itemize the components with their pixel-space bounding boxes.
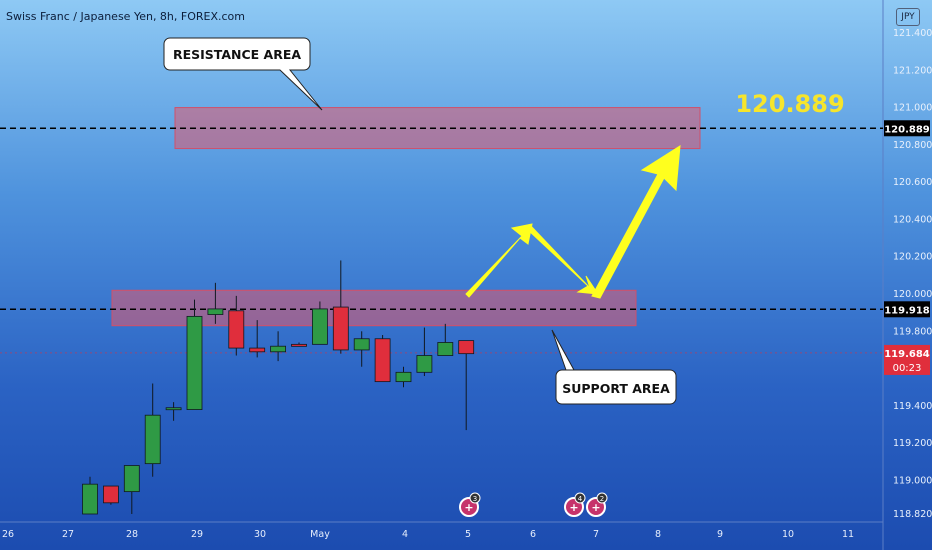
candle-body bbox=[395, 371, 412, 383]
candle-body bbox=[374, 338, 391, 383]
x-tick-label: 7 bbox=[593, 529, 599, 540]
candle-body bbox=[270, 345, 287, 353]
candle-body bbox=[186, 315, 203, 410]
candle-body bbox=[144, 414, 161, 465]
candle-body bbox=[82, 483, 98, 515]
y-tick-label: 120.800 bbox=[893, 140, 932, 151]
resistance-callout bbox=[163, 37, 323, 111]
candle-body bbox=[437, 342, 454, 356]
x-tick-label: 8 bbox=[655, 529, 661, 540]
projection-arrow-up-2 bbox=[591, 145, 681, 299]
countdown-label: 00:23 bbox=[893, 363, 922, 374]
support-callout bbox=[551, 329, 677, 405]
event-marker-plus: + bbox=[569, 501, 578, 514]
y-tick-label: 120.200 bbox=[893, 252, 932, 263]
y-tick-label: 119.800 bbox=[893, 326, 932, 337]
x-tick-label: 11 bbox=[842, 529, 854, 540]
x-tick-label: 5 bbox=[465, 529, 471, 540]
support-zone bbox=[111, 289, 637, 327]
x-tick-label: May bbox=[310, 529, 330, 540]
price-level-tag bbox=[884, 120, 930, 137]
currency-badge[interactable]: JPY bbox=[896, 8, 920, 26]
x-tick-label: 30 bbox=[254, 529, 266, 540]
current-price-label: 119.684 bbox=[884, 349, 930, 360]
projection-arrow-up-1 bbox=[465, 223, 533, 298]
y-tick-label: 118.820 bbox=[893, 509, 932, 520]
price-level-label: 119.918 bbox=[884, 305, 930, 316]
resistance-callout-label: RESISTANCE AREA bbox=[173, 47, 301, 62]
y-tick-label: 119.000 bbox=[893, 475, 932, 486]
y-tick-label: 120.400 bbox=[893, 214, 932, 225]
y-tick-label: 120.600 bbox=[893, 177, 932, 188]
candle-body bbox=[291, 343, 307, 347]
y-tick-label: 121.200 bbox=[893, 65, 932, 76]
price-level-tag bbox=[884, 301, 930, 318]
candle-body bbox=[165, 407, 182, 411]
candle-body bbox=[311, 308, 328, 345]
event-count-label: 2 bbox=[600, 495, 604, 503]
event-count-badge bbox=[596, 492, 608, 504]
x-tick-label: 27 bbox=[62, 529, 74, 540]
candle-body bbox=[207, 308, 224, 315]
event-count-badge bbox=[469, 492, 481, 504]
candle-body bbox=[332, 306, 349, 351]
event-marker-plus: + bbox=[591, 501, 600, 514]
y-tick-label: 119.400 bbox=[893, 401, 932, 412]
support-callout-label: SUPPORT AREA bbox=[562, 381, 670, 396]
x-tick-label: 4 bbox=[402, 529, 408, 540]
event-count-badge bbox=[574, 492, 586, 504]
candle-body bbox=[353, 338, 370, 351]
x-tick-label: 10 bbox=[782, 529, 794, 540]
x-tick-label: 26 bbox=[2, 529, 14, 540]
y-tick-label: 121.400 bbox=[893, 28, 932, 39]
candle-body bbox=[458, 340, 475, 355]
x-tick-label: 9 bbox=[717, 529, 723, 540]
chart-title: Swiss Franc / Japanese Yen, 8h, FOREX.co… bbox=[6, 10, 246, 23]
candle-body bbox=[123, 465, 140, 493]
y-tick-label: 120.000 bbox=[893, 289, 932, 300]
candle-body bbox=[249, 347, 266, 353]
candle-body bbox=[103, 485, 119, 504]
x-tick-label: 28 bbox=[126, 529, 138, 540]
event-count-label: 3 bbox=[473, 495, 477, 503]
event-count-label: 4 bbox=[578, 495, 583, 503]
y-tick-label: 121.000 bbox=[893, 103, 932, 114]
x-tick-label: 29 bbox=[191, 529, 203, 540]
price-level-label: 120.889 bbox=[884, 124, 930, 135]
x-tick-label: 6 bbox=[530, 529, 536, 540]
candle-body bbox=[416, 355, 433, 373]
projection-arrow-down bbox=[527, 224, 600, 295]
current-price-tag bbox=[884, 344, 930, 375]
event-marker-plus: + bbox=[464, 501, 473, 514]
y-tick-label: 119.200 bbox=[893, 438, 932, 449]
candle-body bbox=[228, 310, 245, 349]
target-price-label: 120.889 bbox=[735, 90, 844, 118]
